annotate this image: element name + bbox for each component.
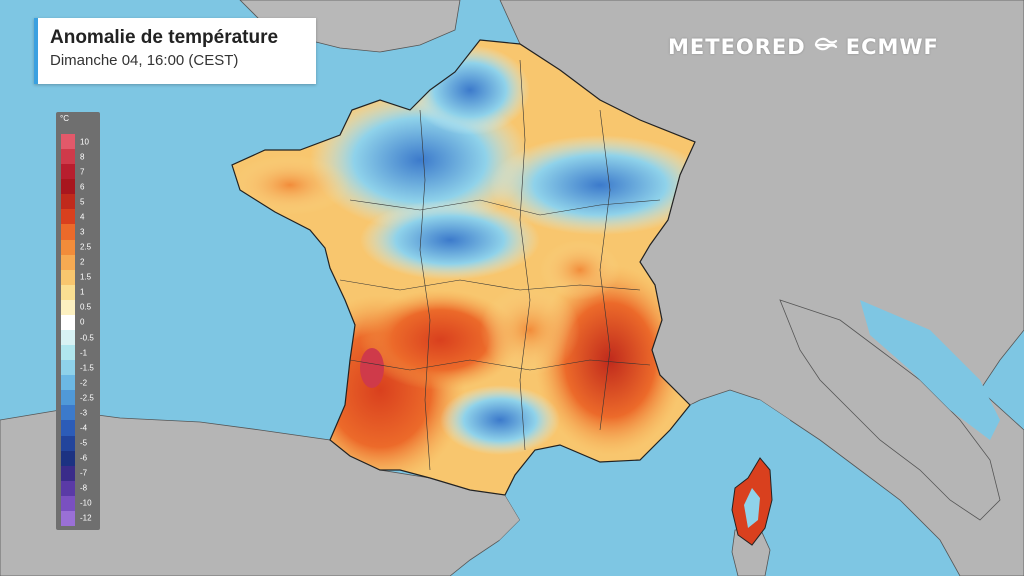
legend-swatch: [61, 224, 75, 241]
map-subtitle: Dimanche 04, 16:00 (CEST): [50, 52, 239, 69]
legend-swatch: [61, 510, 75, 527]
legend-label: -5: [80, 438, 88, 448]
legend-swatch: [61, 179, 75, 195]
legend-swatch: [61, 375, 75, 391]
legend-swatch: [61, 345, 75, 361]
legend-swatch: [61, 134, 75, 150]
legend-label: 4: [80, 212, 85, 222]
legend-label: 0.5: [80, 302, 92, 312]
legend-label: -10: [80, 498, 92, 508]
legend-swatch: [61, 149, 75, 165]
legend-swatch: [61, 405, 75, 421]
legend-label: -8: [80, 483, 88, 493]
land-italy: [779, 299, 1001, 521]
corsica-cool-center: [744, 488, 760, 528]
legend-label: 10: [80, 137, 89, 147]
legend-swatch: [61, 465, 75, 482]
legend-swatch: [61, 450, 75, 467]
sea-adriatic: [860, 300, 1000, 440]
legend-label: 1: [80, 287, 85, 297]
map-title-box: Anomalie de température Dimanche 04, 16:…: [34, 18, 316, 84]
legend-label: -7: [80, 468, 88, 478]
legend-swatch: [61, 194, 75, 210]
legend-label: 2.5: [80, 242, 92, 252]
brand-logos: METEORED ECMWF: [668, 34, 939, 60]
legend-label: -6: [80, 453, 88, 463]
color-legend: °C 10 8 7 6 5 4 3 2.5 2 1.5 1 0.5 0 -0.5 -1 -1.5 -2 -2.5 -…: [56, 112, 100, 530]
legend-swatch: [61, 284, 75, 301]
legend-label: -3: [80, 408, 88, 418]
legend-swatch: [61, 390, 75, 406]
legend-label: -1: [80, 348, 88, 358]
legend-label: 6: [80, 182, 85, 192]
legend-swatch: [61, 435, 75, 452]
france-border: [231, 39, 696, 496]
legend-label: 0: [80, 317, 85, 327]
legend-label: -4: [80, 423, 88, 433]
legend-label: 8: [80, 152, 85, 162]
legend-swatch: [61, 330, 75, 346]
legend-label: -12: [80, 513, 92, 523]
ecmwf-swirl-icon: [814, 35, 838, 59]
legend-swatch: [61, 164, 75, 180]
legend-label: -0.5: [80, 333, 94, 343]
legend-label: 2: [80, 257, 85, 267]
legend-swatch: [61, 239, 75, 256]
meteored-logo: METEORED: [668, 35, 806, 59]
legend-swatch: [61, 314, 75, 331]
legend-label: 5: [80, 197, 85, 207]
legend-label: 7: [80, 167, 85, 177]
legend-label: -1.5: [80, 363, 94, 373]
legend-swatch: [61, 360, 75, 376]
legend-swatch: [61, 480, 75, 497]
map-title: Anomalie de température: [50, 27, 279, 48]
legend-swatch: [61, 254, 75, 271]
ecmwf-logo: ECMWF: [845, 35, 939, 59]
legend-swatch: [61, 209, 75, 225]
legend-swatch: [61, 420, 75, 437]
legend-swatch: [61, 269, 75, 286]
region-borders: [339, 59, 661, 471]
legend-label: -2.5: [80, 393, 94, 403]
legend-label: 3: [80, 227, 85, 237]
legend-label: 1.5: [80, 272, 92, 282]
sea-mediterranean: [470, 395, 800, 576]
legend-labels: 10 8 7 6 5 4 3 2.5 2 1.5 1 0.5 0 -0.5 -1 -1.5 -2 -2.5 -3 -4…: [80, 134, 100, 526]
legend-swatch: [61, 299, 75, 316]
legend-unit: °C: [60, 114, 69, 123]
legend-swatch: [61, 495, 75, 512]
legend-label: -2: [80, 378, 88, 388]
legend-color-bar: [61, 134, 75, 527]
